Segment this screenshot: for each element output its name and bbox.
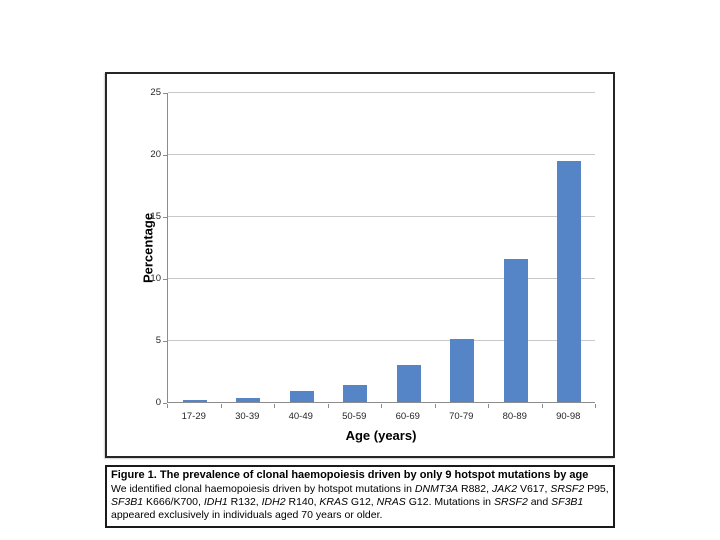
y-tick-mark — [163, 341, 167, 342]
gridline — [168, 340, 595, 341]
caption-text: and — [527, 495, 552, 508]
bar-90-98 — [557, 161, 582, 402]
x-tick-label: 40-49 — [288, 411, 313, 422]
x-tick-mark — [274, 404, 275, 408]
y-tick-label: 10 — [150, 273, 161, 284]
caption-text: P95, — [584, 482, 609, 495]
bar-70-79 — [450, 339, 475, 402]
caption-body: We identified clonal haemopoiesis driven… — [111, 483, 609, 522]
gene-symbol: SRSF2 — [493, 495, 528, 508]
gene-symbol: SF3B1 — [551, 495, 584, 508]
caption-text: V617, — [517, 482, 551, 495]
x-tick-mark — [435, 404, 436, 408]
x-tick-label: 70-79 — [449, 411, 474, 422]
y-tick-label: 20 — [150, 149, 161, 160]
y-tick-mark — [163, 93, 167, 94]
x-tick-mark — [221, 404, 222, 408]
bar-50-59 — [343, 385, 368, 402]
caption-text: R132, — [227, 495, 262, 508]
caption-text: We identified clonal haemopoiesis driven… — [111, 482, 415, 495]
gene-symbol: SF3B1 — [111, 495, 144, 508]
caption-title: Figure 1. The prevalence of clonal haemo… — [111, 469, 589, 481]
x-axis-title: Age (years) — [345, 428, 417, 443]
bar-40-49 — [289, 391, 314, 402]
gene-symbol: SRSF2 — [550, 482, 585, 495]
gridline — [168, 216, 595, 217]
bar-80-89 — [503, 259, 528, 402]
gene-symbol: KRAS — [319, 495, 349, 508]
x-tick-mark — [167, 404, 168, 408]
x-tick-mark — [381, 404, 382, 408]
plot-area — [167, 92, 595, 403]
gridline — [168, 92, 595, 93]
gene-symbol: JAK2 — [491, 482, 518, 495]
x-tick-label: 30-39 — [235, 411, 260, 422]
bar-30-39 — [236, 398, 261, 402]
bar-17-29 — [182, 400, 207, 402]
x-tick-label: 90-98 — [556, 411, 581, 422]
caption-text: appeared exclusively in individuals aged… — [111, 508, 383, 521]
y-tick-label: 25 — [150, 87, 161, 98]
x-tick-mark — [542, 404, 543, 408]
caption-text: R140, — [285, 495, 320, 508]
figure-panel: Percentage 0 5 10 15 20 25 17-29 30-39 40-49 50-… — [105, 72, 615, 458]
y-tick-label: 5 — [155, 335, 161, 346]
gridline — [168, 154, 595, 155]
x-tick-mark — [595, 404, 596, 408]
caption-text: K666/K700, — [143, 495, 204, 508]
x-tick-label: 80-89 — [502, 411, 527, 422]
x-tick-label: 50-59 — [342, 411, 367, 422]
gene-symbol: DNMT3A — [414, 482, 459, 495]
x-tick-label: 60-69 — [395, 411, 420, 422]
y-tick-label: 15 — [150, 211, 161, 222]
y-tick-mark — [163, 155, 167, 156]
caption-text: G12, — [348, 495, 377, 508]
caption-text: R882, — [458, 482, 492, 495]
bar-60-69 — [396, 365, 421, 402]
x-tick-mark — [328, 404, 329, 408]
y-tick-mark — [163, 279, 167, 280]
x-tick-label: 17-29 — [181, 411, 206, 422]
gene-symbol: NRAS — [376, 495, 406, 508]
y-tick-mark — [163, 403, 167, 404]
figure-caption: Figure 1. The prevalence of clonal haemo… — [105, 465, 615, 528]
gene-symbol: IDH1 — [203, 495, 228, 508]
x-tick-mark — [488, 404, 489, 408]
y-tick-label: 0 — [155, 397, 161, 408]
y-tick-mark — [163, 217, 167, 218]
gene-symbol: IDH2 — [261, 495, 286, 508]
caption-text: G12. Mutations in — [405, 495, 494, 508]
gridline — [168, 278, 595, 279]
